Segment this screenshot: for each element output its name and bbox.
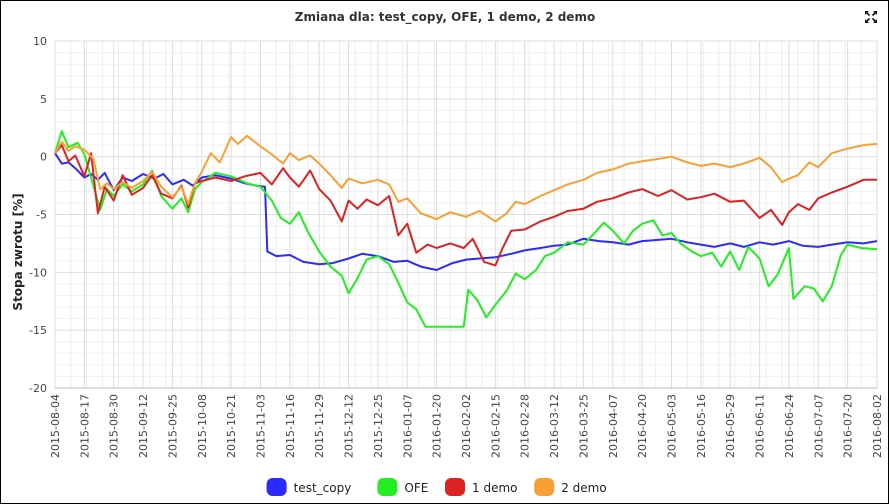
legend-swatch	[377, 478, 398, 496]
x-tick-label: 2015-10-08	[196, 394, 209, 458]
legend-item-2-demo[interactable]: 2 demo	[534, 478, 607, 496]
x-tick-label: 2016-01-07	[401, 394, 414, 458]
x-tick-label: 2016-05-16	[695, 394, 708, 458]
series-line-2-demo	[54, 134, 878, 223]
x-tick-label: 2015-11-03	[255, 394, 268, 458]
y-tick-label: 10	[33, 35, 47, 48]
x-tick-label: 2015-09-12	[137, 394, 150, 458]
x-axis: 2015-08-04 2015-08-17 2015-08-30 2015-09-12…	[49, 394, 884, 458]
x-tick-label: 2015-08-30	[108, 394, 121, 458]
x-tick-label: 2015-10-21	[225, 394, 238, 458]
x-tick-label: 2016-02-15	[489, 394, 502, 458]
x-tick-label: 2015-11-29	[313, 394, 326, 458]
x-tick-label: 2016-03-12	[548, 394, 561, 458]
legend-swatch	[534, 478, 555, 496]
x-tick-label: 2016-04-07	[607, 394, 620, 458]
y-tick-label: -20	[29, 382, 47, 395]
legend-item-test-copy[interactable]: test_copy	[266, 478, 352, 496]
x-tick-label: 2016-07-20	[842, 394, 855, 458]
x-tick-label: 2016-02-02	[460, 394, 473, 458]
x-tick-label: 2016-08-02	[871, 394, 884, 458]
y-tick-label: -15	[29, 324, 47, 337]
legend-label: 1 demo	[472, 481, 517, 495]
legend: test_copy OFE 1 demo 2 demo	[266, 478, 607, 496]
legend-item-1-demo[interactable]: 1 demo	[445, 478, 517, 496]
x-tick-label: 2015-08-04	[49, 394, 62, 458]
y-tick-label: 5	[40, 93, 47, 106]
y-axis: 10 5 0 -5 -10 -15 -20	[29, 35, 47, 395]
x-tick-label: 2016-04-20	[636, 394, 649, 458]
legend-label: 2 demo	[561, 481, 606, 495]
x-tick-label: 2015-12-25	[372, 394, 385, 458]
x-tick-label: 2015-11-16	[284, 394, 297, 458]
x-tick-label: 2016-01-20	[431, 394, 444, 458]
legend-swatch	[266, 478, 287, 496]
x-tick-label: 2016-06-24	[783, 394, 796, 458]
grid	[54, 40, 878, 389]
series-line-test-copy	[54, 152, 878, 271]
x-tick-label: 2015-12-12	[343, 394, 356, 458]
series-line-ofe	[54, 130, 878, 328]
x-tick-label: 2016-02-28	[519, 394, 532, 458]
legend-label: OFE	[404, 481, 428, 495]
x-tick-label: 2016-05-03	[666, 394, 679, 458]
legend-item-ofe[interactable]: OFE	[377, 478, 428, 496]
x-tick-label: 2015-09-25	[166, 394, 179, 458]
series-line-1-demo	[54, 144, 877, 267]
x-tick-label: 2016-03-25	[577, 394, 590, 458]
legend-label: test_copy	[294, 481, 352, 495]
x-tick-label: 2015-08-17	[78, 394, 91, 458]
x-tick-label: 2016-07-07	[812, 394, 825, 458]
y-tick-label: -10	[29, 266, 47, 279]
x-tick-label: 2016-05-29	[724, 394, 737, 458]
legend-swatch	[445, 478, 465, 496]
y-axis-label: Stopa zwrotu [%]	[11, 193, 25, 310]
series-group	[54, 130, 878, 328]
chart-title: Zmiana dla: test_copy, OFE, 1 demo, 2 de…	[295, 10, 595, 25]
y-tick-label: 0	[40, 151, 47, 164]
x-tick-label: 2016-06-11	[754, 394, 767, 458]
y-tick-label: -5	[36, 209, 47, 222]
fullscreen-icon[interactable]	[864, 10, 878, 24]
